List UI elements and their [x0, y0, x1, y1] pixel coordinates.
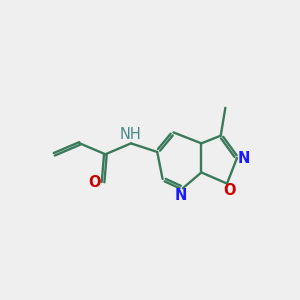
Text: N: N [238, 151, 250, 166]
Text: N: N [174, 188, 187, 203]
Text: NH: NH [120, 127, 142, 142]
Text: O: O [89, 175, 101, 190]
Text: O: O [223, 183, 236, 198]
